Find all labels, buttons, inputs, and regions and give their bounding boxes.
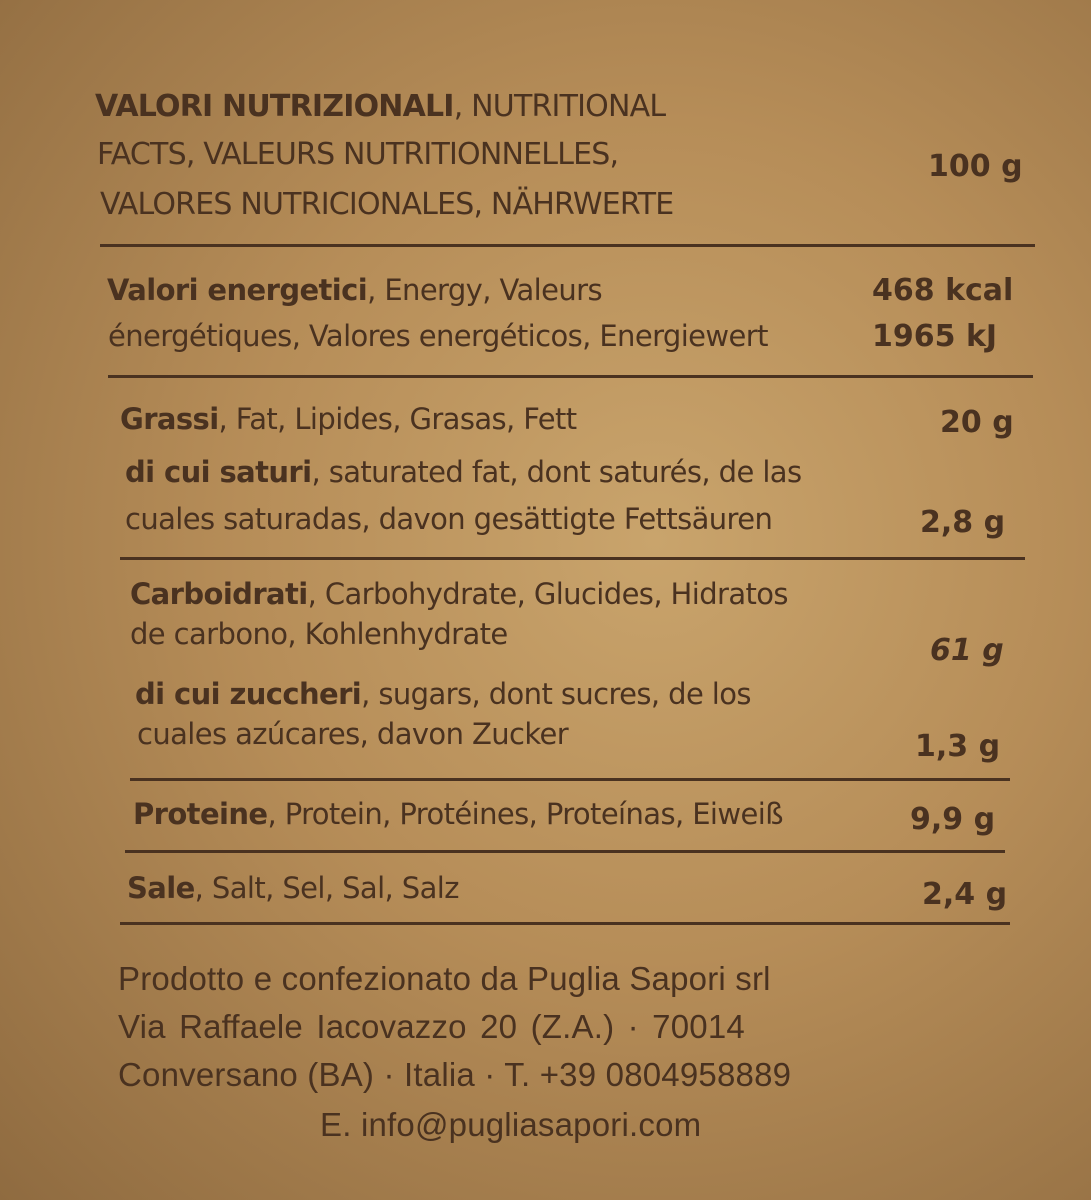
fat-value: 20 g [940, 405, 1014, 440]
saturated-text: , saturated fat, dont saturés, de las [311, 455, 802, 489]
carbs-label: Carboidrati [130, 577, 308, 611]
energy-kcal: 468 kcal [872, 273, 1014, 308]
divider [130, 778, 1010, 781]
producer-line: Prodotto e confezionato da Puglia Sapori… [118, 960, 771, 997]
protein-label: Proteine [133, 797, 268, 831]
header-line-1: VALORI NUTRIZIONALI, NUTRITIONAL [95, 89, 666, 124]
energy-line-1: Valori energetici, Energy, Valeurs [107, 273, 603, 307]
saturated-line-2: cuales saturadas, davon gesättigte Fetts… [125, 502, 773, 536]
divider [108, 375, 1033, 378]
energy-label: Valori energetici [107, 273, 368, 307]
saturated-label: di cui saturi [125, 455, 312, 489]
sugars-value: 1,3 g [915, 729, 1001, 764]
fat-label: Grassi [120, 402, 219, 436]
divider [120, 557, 1025, 560]
carbs-value: 61 g [930, 633, 1004, 668]
sugars-line-1: di cui zuccheri, sugars, dont sucres, de… [135, 677, 752, 711]
salt-text: , Salt, Sel, Sal, Salz [194, 871, 460, 905]
carbs-line-2: de carbono, Kohlenhydrate [130, 617, 508, 651]
fat-text: , Fat, Lipides, Grasas, Fett [218, 402, 578, 436]
protein-value: 9,9 g [910, 802, 996, 837]
divider [120, 922, 1010, 925]
sugars-line-2: cuales azúcares, davon Zucker [137, 717, 569, 751]
protein-row: Proteine, Protein, Protéines, Proteínas,… [133, 800, 783, 829]
saturated-line-1: di cui saturi, saturated fat, dont satur… [125, 455, 802, 489]
salt-row: Sale, Salt, Sel, Sal, Salz [127, 874, 459, 903]
carbs-text: , Carbohydrate, Glucides, Hidratos [307, 577, 789, 611]
energy-kj: 1965 kJ [872, 319, 998, 354]
sugars-label: di cui zuccheri [135, 677, 362, 711]
fat-row: Grassi, Fat, Lipides, Grasas, Fett [120, 405, 577, 434]
saturated-value: 2,8 g [920, 505, 1006, 540]
header-line-2: FACTS, VALEURS NUTRITIONNELLES, [97, 137, 619, 172]
address-line: Via Raffaele Iacovazzo 20 (Z.A.) · 70014 [118, 1008, 745, 1045]
divider [125, 850, 1005, 853]
salt-label: Sale [127, 871, 195, 905]
email-line: E. info@pugliasapori.com [320, 1106, 702, 1143]
salt-value: 2,4 g [922, 877, 1008, 912]
header-text: , NUTRITIONAL [453, 89, 666, 124]
energy-line-2: énergétiques, Valores energéticos, Energ… [108, 319, 768, 353]
energy-text: , Energy, Valeurs [367, 273, 602, 307]
header-line-3: VALORES NUTRICIONALES, NÄHRWERTE [100, 187, 674, 222]
header-bold: VALORI NUTRIZIONALI [95, 89, 454, 124]
per-quantity: 100 g [928, 149, 1023, 184]
sugars-text: , sugars, dont sucres, de los [361, 677, 751, 711]
city-phone-line: Conversano (BA) · Italia · T. +39 080495… [118, 1056, 792, 1093]
protein-text: , Protein, Protéines, Proteínas, Eiweiß [267, 797, 783, 831]
carbs-line-1: Carboidrati, Carbohydrate, Glucides, Hid… [130, 577, 789, 611]
divider [100, 244, 1035, 247]
